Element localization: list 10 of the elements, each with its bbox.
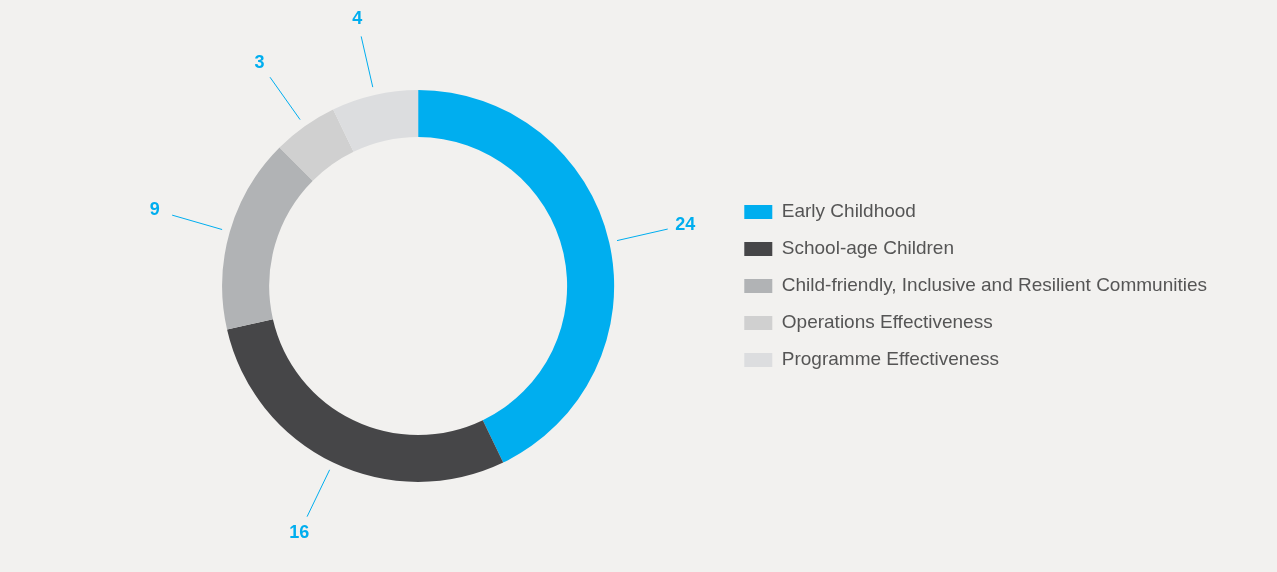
legend-label: Programme Effectiveness xyxy=(781,348,999,370)
legend-label: Early Childhood xyxy=(781,200,916,222)
data-label: 9 xyxy=(149,199,160,220)
legend-label: Operations Effectiveness xyxy=(781,311,993,333)
data-label: 3 xyxy=(254,51,265,72)
legend-label: School-age Children xyxy=(781,237,954,259)
data-label: 16 xyxy=(289,521,310,542)
data-label: 24 xyxy=(675,214,696,234)
data-label: 4 xyxy=(352,7,363,28)
legend-label: Child-friendly, Inclusive and Resilient Communities xyxy=(781,274,1208,296)
